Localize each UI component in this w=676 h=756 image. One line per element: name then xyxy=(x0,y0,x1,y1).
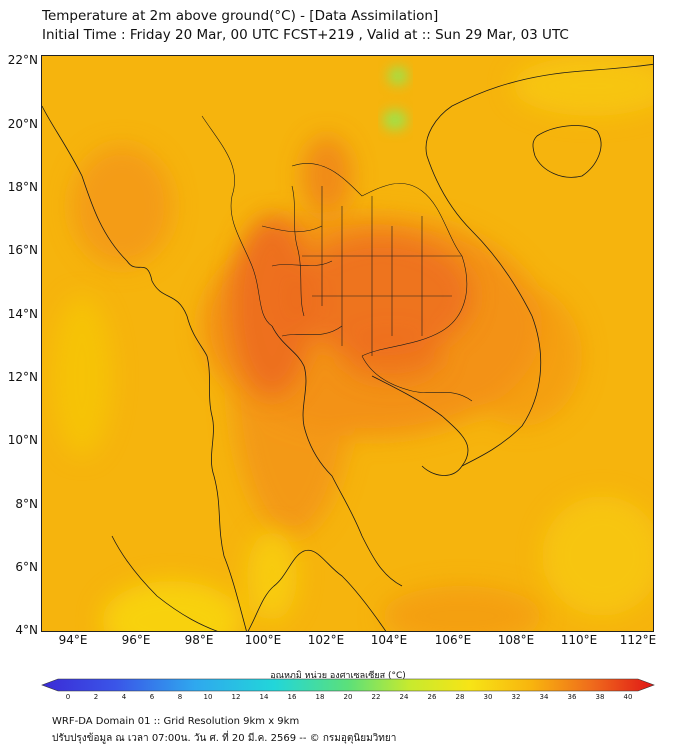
lat-label-6n: 6°N xyxy=(15,560,38,574)
map-subtitle: Initial Time : Friday 20 Mar, 00 UTC FCS… xyxy=(42,27,569,43)
temperature-field-cold xyxy=(383,67,408,130)
colorbar-tick-label: 2 xyxy=(93,693,99,701)
footer-update-info: ปรับปรุงข้อมูล ณ เวลา 07:00น. วัน ศ. ที่… xyxy=(52,733,397,744)
colorbar-tick-label: 28 xyxy=(455,693,465,701)
lat-label-22n: 22°N xyxy=(7,53,38,67)
lat-label-16n: 16°N xyxy=(7,243,38,257)
colorbar-tick-label: 32 xyxy=(511,693,521,701)
lat-label-20n: 20°N xyxy=(7,117,38,131)
lon-label-94e: 94°E xyxy=(58,633,88,647)
colorbar-tick-label: 34 xyxy=(539,693,549,701)
colorbar-tick-label: 30 xyxy=(483,693,493,701)
temperature-field-cool xyxy=(52,56,653,631)
lat-label-14n: 14°N xyxy=(7,307,38,321)
colorbar-tick-label: 14 xyxy=(259,693,269,701)
colorbar-tick-label: 12 xyxy=(231,693,241,701)
colorbar-tick-label: 18 xyxy=(315,693,325,701)
map-title: Temperature at 2m above ground(°C) - [Da… xyxy=(42,8,439,24)
colorbar-tick-label: 24 xyxy=(399,693,409,701)
lat-label-18n: 18°N xyxy=(7,180,38,194)
colorbar-tick-label: 26 xyxy=(427,693,437,701)
lat-label-12n: 12°N xyxy=(7,370,38,384)
lon-label-100e: 100°E xyxy=(244,633,282,647)
lon-label-110e: 110°E xyxy=(560,633,598,647)
temperature-map xyxy=(41,55,654,632)
lon-label-98e: 98°E xyxy=(184,633,214,647)
colorbar-tick-label: 36 xyxy=(567,693,577,701)
lon-label-108e: 108°E xyxy=(497,633,535,647)
borders xyxy=(201,115,473,402)
colorbar-tick-label: 8 xyxy=(177,693,183,701)
footer-domain-info: WRF-DA Domain 01 :: Grid Resolution 9km … xyxy=(52,716,300,727)
lon-label-102e: 102°E xyxy=(307,633,345,647)
lat-label-10n: 10°N xyxy=(7,433,38,447)
coastlines xyxy=(42,63,653,631)
colorbar-title: อุณหภูมิ หน่วย องศาเซลเซียส (°C) xyxy=(270,671,406,681)
lon-label-112e: 112°E xyxy=(619,633,657,647)
colorbar-gradient xyxy=(41,678,655,692)
lat-label-4n: 4°N xyxy=(15,623,38,637)
lon-label-96e: 96°E xyxy=(121,633,151,647)
colorbar-tick-label: 16 xyxy=(287,693,297,701)
colorbar-tick-label: 40 xyxy=(623,693,633,701)
lon-label-106e: 106°E xyxy=(434,633,472,647)
colorbar-tick-label: 6 xyxy=(149,693,155,701)
colorbar-tick-label: 4 xyxy=(121,693,127,701)
lat-label-8n: 8°N xyxy=(15,497,38,511)
lon-label-104e: 104°E xyxy=(370,633,408,647)
colorbar xyxy=(41,678,655,692)
colorbar-tick-label: 20 xyxy=(343,693,353,701)
colorbar-tick-label: 22 xyxy=(371,693,381,701)
colorbar-tick-label: 0 xyxy=(65,693,71,701)
map-canvas xyxy=(42,56,653,631)
colorbar-tick-label: 38 xyxy=(595,693,605,701)
colorbar-tick-label: 10 xyxy=(203,693,213,701)
